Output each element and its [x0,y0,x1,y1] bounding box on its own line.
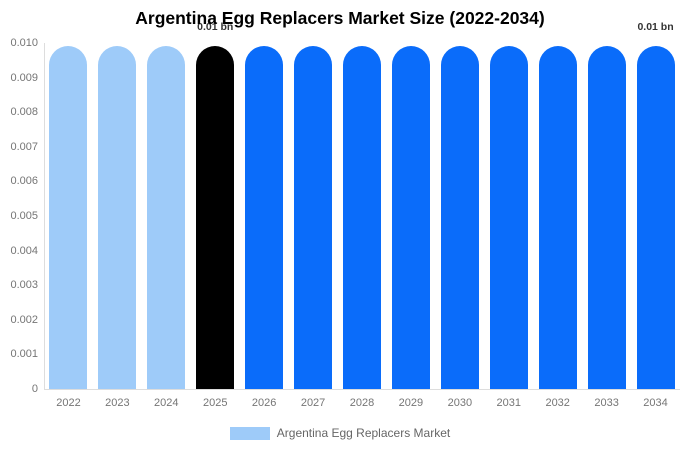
x-tick-label: 2031 [496,397,522,409]
bar-2030 [440,46,479,389]
bar-value-annotation: 0.01 bn [197,21,234,33]
y-axis-line [44,43,45,389]
y-tick-label: 0.006 [10,175,38,188]
bar-2031 [489,46,528,389]
bar-2028 [343,46,381,389]
y-tick-label: 0.010 [10,37,38,49]
x-axis-line [44,389,680,390]
x-tick-label: 2028 [349,397,375,409]
bar-2023 [98,46,137,389]
y-tick-label: 0.008 [10,106,38,119]
x-tick-label: 2022 [56,397,81,409]
y-tick-label: 0.007 [10,140,38,153]
x-tick-label: 2026 [251,397,277,409]
bar-value-annotation: 0.01 bn [637,21,674,33]
y-tick-label: 0.001 [10,348,38,361]
chart-title: Argentina Egg Replacers Market Size (202… [135,8,545,28]
bar-2025 [196,46,235,389]
y-tick-label: 0.003 [10,279,38,292]
x-tick-label: 2027 [300,397,326,409]
x-tick-label: 2033 [594,397,619,409]
x-tick-label: 2030 [447,397,473,409]
x-tick-label: 2032 [545,397,570,409]
bar-2022 [49,46,88,389]
x-tick-label: 2023 [105,397,130,409]
legend-swatch [229,426,270,440]
x-tick-label: 2029 [398,397,424,409]
x-tick-label: 2025 [202,397,228,409]
x-tick-label: 2024 [154,397,179,409]
y-tick-label: 0.004 [10,244,38,257]
y-tick-label: 0.009 [10,71,38,84]
bar-2029 [391,46,430,389]
bar-2034 [636,46,675,389]
x-tick-label: 2034 [643,397,668,409]
bar-2033 [587,46,626,389]
y-tick-label: 0.005 [10,210,38,222]
y-tick-label: 0.002 [10,313,38,326]
y-tick-label: 0 [31,383,38,395]
legend: Argentina Egg Replacers Market [0,426,680,440]
bar-2032 [538,46,577,389]
legend-label: Argentina Egg Replacers Market [276,426,451,440]
bar-2024 [147,46,186,389]
bar-2027 [294,46,333,389]
bar-2026 [245,46,284,389]
